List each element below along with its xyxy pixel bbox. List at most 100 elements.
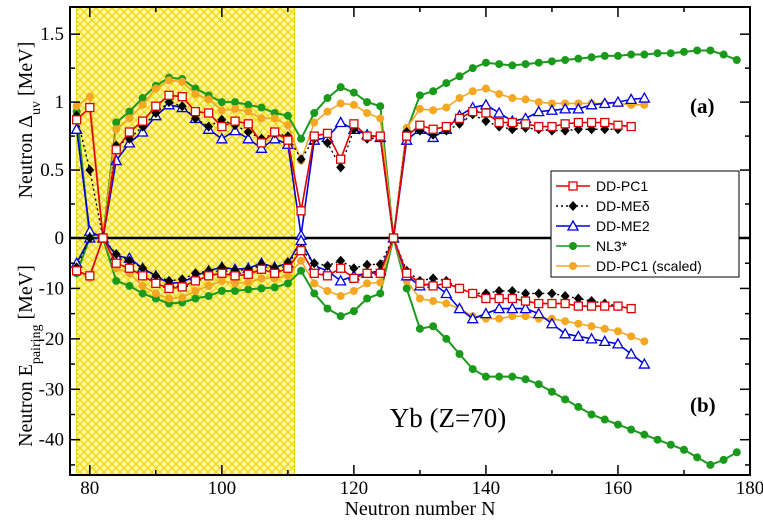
- legend-marker: [569, 242, 577, 250]
- data-point-a-dd-pc1-scaled: [442, 103, 451, 112]
- data-point-a-dd-me2: [215, 132, 228, 144]
- data-point-b-nl3: [244, 285, 253, 294]
- data-point-a-dd-pc1: [362, 131, 372, 141]
- data-point-a-dd-me2: [255, 141, 268, 153]
- data-point-b-dd-pc1: [415, 278, 425, 289]
- data-point-a-dd-pc1-scaled: [178, 77, 187, 86]
- y-axis-title-bottom: Neutron Epairing [MeV]: [15, 265, 44, 447]
- data-point-b-dd-me2: [506, 302, 519, 314]
- data-point-b-nl3: [191, 294, 200, 303]
- data-point-a-dd-me: [204, 121, 214, 132]
- data-point-b-dd-pc1: [164, 283, 174, 294]
- y-tick-label-bottom-panel: -10: [39, 278, 64, 299]
- data-point-a-dd-me2: [545, 103, 559, 115]
- data-point-a-nl3: [534, 58, 543, 67]
- data-point-b-dd-pc1: [309, 268, 319, 278]
- legend: DD-PC1 DD-MEδ DD-ME2 NL3* DD-PC1 (scaled): [550, 170, 740, 278]
- data-point-b-nl3: [125, 281, 134, 290]
- data-point-b-dd-pc1-scaled: [521, 312, 530, 321]
- data-point-b-dd-pc1-scaled: [138, 281, 147, 290]
- data-point-a-dd-pc1: [520, 119, 531, 129]
- data-point-a-dd-pc1: [349, 119, 359, 129]
- legend-label: DD-PC1: [596, 178, 648, 194]
- data-point-b-dd-me2: [572, 329, 585, 341]
- data-point-b-dd-pc1-scaled: [257, 274, 266, 283]
- data-point-a-nl3: [574, 54, 583, 63]
- data-point-a-nl3: [706, 46, 715, 55]
- data-point-a-dd-pc1-scaled: [270, 114, 279, 123]
- data-point-b-dd-me: [547, 288, 557, 299]
- data-point-b-dd-me: [151, 270, 161, 281]
- data-point-a-dd-pc1-scaled: [283, 121, 292, 130]
- data-point-b-dd-pc1-scaled: [587, 322, 596, 331]
- data-point-a-nl3: [600, 51, 609, 60]
- data-point-b-dd-pc1: [203, 271, 214, 281]
- data-point-b-dd-pc1: [177, 282, 187, 292]
- data-point-a-dd-pc1-scaled: [363, 108, 372, 117]
- data-point-a-dd-pc1-scaled: [468, 87, 477, 96]
- data-point-b-nl3: [349, 307, 358, 316]
- data-point-b-dd-me2: [545, 317, 559, 329]
- y-tick-label-bottom-panel: -40: [39, 430, 64, 451]
- data-point-b-dd-pc1: [322, 271, 333, 281]
- data-point-a-dd-pc1: [270, 127, 280, 137]
- legend-label: NL3*: [596, 238, 628, 254]
- data-point-b-dd-pc1-scaled: [244, 278, 253, 287]
- data-point-b-dd-me2: [559, 327, 572, 339]
- data-point-a-dd-me2: [493, 106, 506, 118]
- data-point-a-nl3: [666, 49, 675, 58]
- data-point-b-dd-pc1-scaled: [336, 291, 345, 300]
- data-point-a-dd-pc1: [573, 117, 583, 128]
- data-point-b-dd-me: [85, 233, 95, 243]
- y-tick-label-top-panel: 1: [55, 92, 65, 113]
- data-point-b-nl3: [415, 324, 424, 333]
- data-point-b-nl3: [323, 304, 332, 313]
- data-point-b-dd-pc1: [468, 288, 478, 299]
- data-point-a-dd-pc1-scaled: [429, 106, 438, 115]
- data-point-a-nl3: [508, 61, 517, 70]
- data-point-a-dd-me: [481, 116, 491, 127]
- data-point-a-dd-pc1: [177, 92, 187, 102]
- data-point-a-nl3: [231, 98, 240, 107]
- data-point-a-dd-pc1: [283, 135, 293, 145]
- data-point-a-dd-pc1: [217, 121, 227, 132]
- data-point-a-nl3: [349, 88, 358, 97]
- data-point-b-dd-pc1: [626, 303, 636, 314]
- data-point-b-nl3: [587, 410, 596, 419]
- data-point-a-dd-me: [322, 137, 332, 148]
- data-point-b-dd-pc1: [454, 283, 465, 294]
- data-point-a-dd-pc1: [600, 117, 610, 128]
- data-point-b-dd-me: [534, 288, 544, 299]
- data-point-a-nl3: [257, 103, 266, 112]
- data-point-a-dd-pc1-scaled: [257, 114, 266, 123]
- data-point-b-dd-me: [507, 285, 517, 296]
- y-tick-label-top-panel: 0.5: [40, 160, 64, 181]
- data-point-a-dd-pc1-scaled: [349, 100, 358, 109]
- data-point-b-dd-pc1: [534, 298, 544, 309]
- data-point-a-dd-me2: [334, 116, 347, 128]
- legend-marker: [568, 201, 578, 211]
- data-point-a-dd-pc1: [560, 119, 570, 129]
- data-point-b-dd-me2: [493, 302, 506, 314]
- data-point-b-nl3: [455, 349, 464, 358]
- data-point-b-dd-pc1-scaled: [151, 289, 160, 298]
- data-point-b-dd-pc1-scaled: [349, 286, 358, 295]
- y-axis-title-bottom-sub: pairing: [29, 325, 44, 365]
- panel-tag-b: (b): [690, 393, 716, 417]
- y-axis-title-top-sub: uv: [29, 101, 44, 115]
- data-point-a-dd-me2: [611, 95, 625, 107]
- data-point-a-dd-pc1-scaled: [323, 107, 332, 116]
- data-point-a-nl3: [653, 49, 662, 58]
- data-point-b-nl3: [561, 395, 570, 404]
- data-point-b-dd-pc1: [586, 301, 597, 311]
- data-point-b-nl3: [547, 387, 556, 396]
- element-annotation: Yb (Z=70): [390, 403, 506, 433]
- data-point-b-dd-pc1: [560, 298, 570, 309]
- legend-entry-dd-me2: DD-ME2: [556, 218, 650, 234]
- y-tick-label-top-panel: 1.5: [40, 24, 64, 45]
- data-point-b-dd-pc1: [124, 263, 135, 273]
- data-point-b-dd-pc1: [349, 273, 359, 283]
- data-point-b-nl3: [640, 430, 649, 439]
- data-point-b-dd-pc1-scaled: [600, 324, 609, 333]
- data-point-b-dd-pc1: [428, 281, 438, 291]
